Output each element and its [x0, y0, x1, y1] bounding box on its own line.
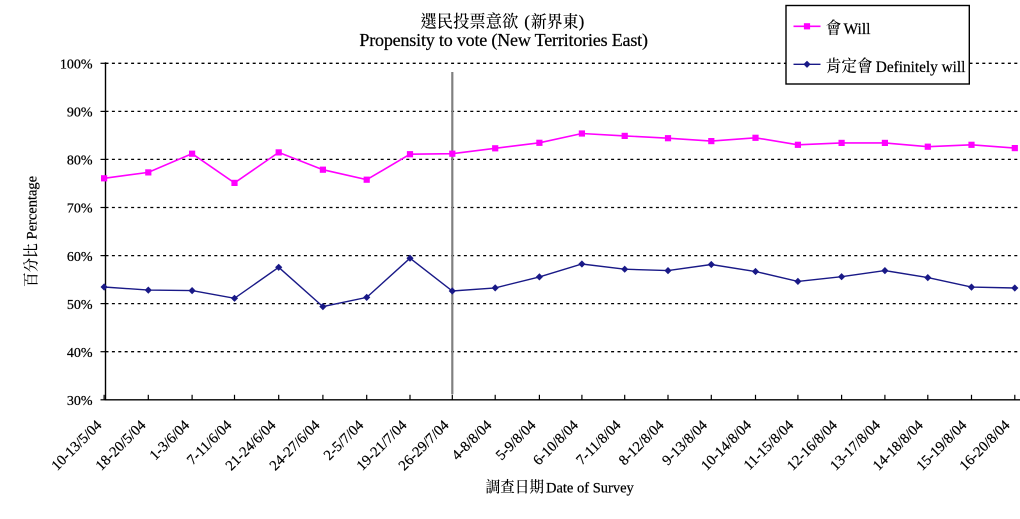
svg-text:30%: 30%	[67, 394, 93, 409]
svg-text:90%: 90%	[67, 106, 93, 121]
svg-text:40%: 40%	[67, 346, 93, 361]
svg-text:): )	[579, 12, 585, 31]
svg-text:Percentage: Percentage	[25, 176, 41, 240]
svg-text:Date of Survey: Date of Survey	[546, 480, 635, 496]
svg-text:70%: 70%	[67, 202, 93, 217]
svg-text:50%: 50%	[67, 298, 93, 313]
svg-text:Definitely will: Definitely will	[876, 59, 966, 76]
svg-text:Propensity to vote (New Territ: Propensity to vote (New Territories East…	[359, 30, 648, 51]
svg-text:60%: 60%	[67, 250, 93, 265]
svg-text:100%: 100%	[60, 58, 93, 73]
svg-text:80%: 80%	[67, 154, 93, 169]
svg-text:(: (	[524, 12, 530, 31]
svg-text:Will: Will	[844, 21, 871, 38]
